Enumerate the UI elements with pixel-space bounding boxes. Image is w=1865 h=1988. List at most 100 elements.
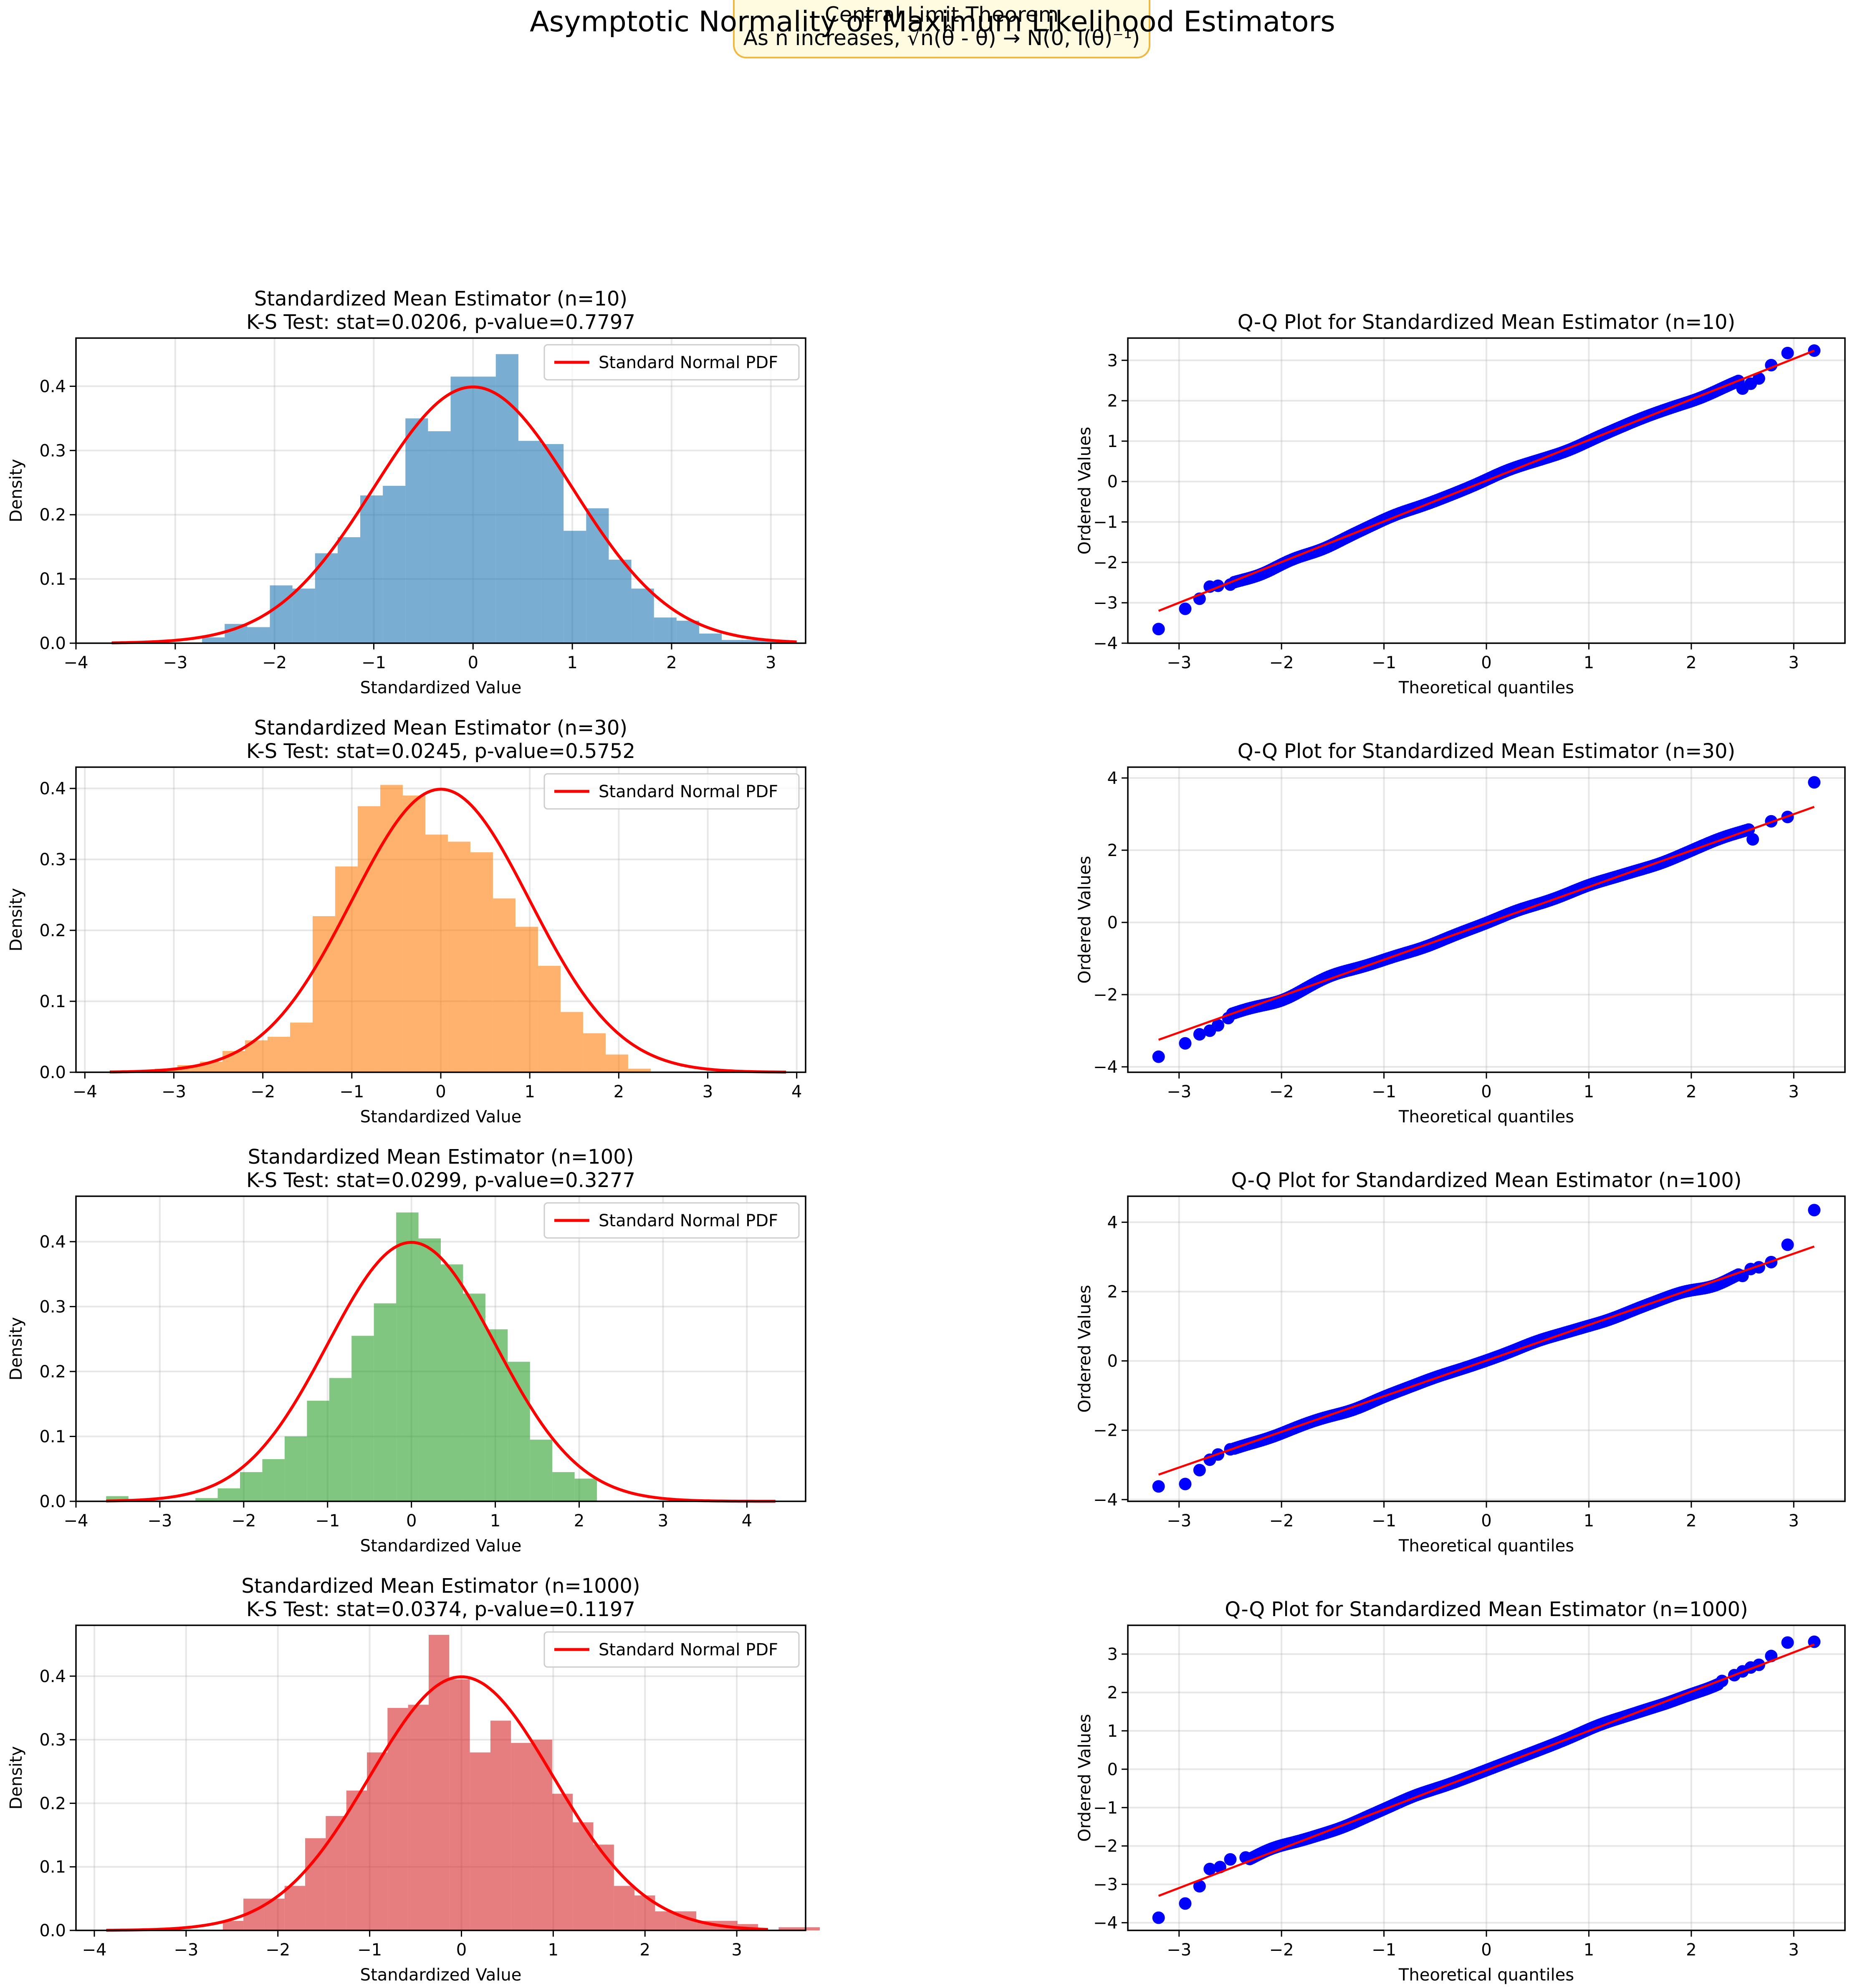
x-axis-label: Standardized Value [360, 1107, 522, 1127]
y-tick-label: −2 [1093, 553, 1118, 572]
y-axis-label: Density [7, 888, 26, 951]
x-tick-label: −3 [1167, 1511, 1191, 1531]
histogram-bar [380, 785, 403, 1072]
x-tick-label: −3 [1167, 1940, 1191, 1960]
x-tick-label: 2 [1686, 1940, 1696, 1960]
histogram-bar [337, 537, 361, 643]
histogram-bar [284, 1436, 307, 1501]
x-tick-label: −2 [262, 653, 287, 672]
legend-box [543, 344, 800, 381]
histogram-bar [335, 866, 358, 1072]
histogram-bar [202, 637, 225, 643]
annotation-line-2: As n increases, √n(θ̂ - θ) → N(0, I(θ)⁻¹… [743, 25, 1140, 50]
x-axis-label: Standardized Value [360, 1965, 522, 1985]
qq-point [1152, 623, 1165, 636]
histogram-bar [490, 1720, 511, 1930]
qq-point [1203, 1862, 1216, 1875]
x-axis-label: Theoretical quantiles [1398, 1536, 1574, 1556]
x-tick-label: 2 [614, 1082, 624, 1101]
histogram-bar [586, 508, 609, 643]
histogram-bar [744, 640, 767, 643]
y-tick-label: 2 [1107, 841, 1118, 860]
qq-point [1781, 1238, 1794, 1251]
x-tick-label: −2 [1269, 1082, 1294, 1101]
y-tick-label: 2 [1107, 1282, 1118, 1301]
x-tick-label: −2 [231, 1511, 256, 1531]
x-tick-label: −1 [1372, 1082, 1396, 1101]
x-tick-label: −1 [1372, 1511, 1396, 1531]
x-tick-label: 2 [1686, 1082, 1696, 1101]
x-tick-label: −3 [163, 653, 187, 672]
histogram-bar [305, 1838, 326, 1930]
histogram-bar [470, 852, 493, 1072]
x-tick-label: 3 [731, 1940, 742, 1960]
qq-reference-line [1158, 1245, 1815, 1476]
histogram-bar [614, 1886, 635, 1930]
qq-point [1152, 1911, 1165, 1924]
x-tick-label: −1 [1372, 653, 1396, 672]
x-tick-label: −1 [1372, 1940, 1396, 1960]
x-tick-label: 0 [468, 653, 478, 672]
x-tick-label: 0 [1481, 1511, 1491, 1531]
y-tick-label: 0.2 [39, 921, 66, 940]
histogram-bar [408, 1705, 429, 1930]
y-tick-label: 0 [1107, 1352, 1118, 1371]
y-tick-label: 0.4 [39, 377, 66, 396]
x-tick-label: 1 [1584, 653, 1594, 672]
histogram-bar [329, 1378, 352, 1501]
qq-point [1211, 1019, 1224, 1032]
histogram-bar [463, 1293, 485, 1501]
ks-test-result: K-S Test: stat=0.0374, p-value=0.1197 [246, 1598, 635, 1621]
histogram-bar [470, 1752, 490, 1930]
y-tick-label: −2 [1093, 985, 1118, 1005]
x-tick-label: 0 [406, 1511, 417, 1531]
y-axis-label: Ordered Values [1075, 1285, 1094, 1412]
axes-frame [75, 1195, 806, 1502]
y-tick-label: 0.4 [39, 1667, 66, 1686]
histogram-bar [346, 1790, 367, 1930]
legend-box [543, 1202, 800, 1239]
x-tick-label: 2 [1686, 1511, 1696, 1531]
histogram-bar [326, 1816, 346, 1930]
y-tick-label: 0.3 [39, 441, 66, 460]
histogram-panel: −4 −3 −2 −1 0 1 2 3 0.0 0.1 0.2 0.3 0.4 Standardized … [7, 287, 806, 697]
legend: Standard Normal PDF [543, 1631, 800, 1668]
histogram-bar [552, 1793, 573, 1930]
x-tick-label: −3 [1167, 653, 1191, 672]
histogram-bar [222, 1921, 244, 1930]
y-tick-label: 1 [1107, 1722, 1118, 1741]
y-tick-label: 1 [1107, 432, 1118, 451]
y-tick-label: 0 [1107, 913, 1118, 932]
axes-frame [75, 337, 806, 644]
normal-pdf-curve [106, 1675, 768, 1932]
figure-suptitle: Asymptotic Normality of Maximum Likeliho… [530, 5, 1335, 38]
y-tick-label: 0.1 [39, 570, 66, 589]
histogram-bar [560, 1012, 583, 1072]
x-tick-label: 2 [666, 653, 677, 672]
x-tick-label: −3 [174, 1940, 198, 1960]
histogram-bar [270, 585, 293, 643]
legend-label: Standard Normal PDF [599, 353, 778, 372]
histogram-bar [473, 376, 496, 643]
x-tick-label: 1 [567, 653, 577, 672]
axes-frame [75, 1624, 806, 1931]
histogram-bar [262, 1459, 285, 1501]
histogram-title: Standardized Mean Estimator (n=10) [254, 287, 627, 311]
histogram-bar [441, 1264, 463, 1501]
y-tick-label: 0.3 [39, 1297, 66, 1316]
y-tick-label: −4 [1093, 634, 1118, 653]
legend-box [543, 773, 800, 810]
histogram-title: Standardized Mean Estimator (n=30) [254, 716, 627, 740]
x-tick-label: −2 [1269, 1940, 1294, 1960]
histogram-bar [447, 841, 470, 1072]
x-tick-label: −4 [64, 1511, 88, 1531]
qq-plot-title: Q-Q Plot for Standardized Mean Estimator… [1231, 1169, 1742, 1192]
x-tick-label: −1 [361, 653, 386, 672]
histogram-bar [367, 1752, 388, 1930]
ks-test-result: K-S Test: stat=0.0245, p-value=0.5752 [246, 740, 635, 763]
y-tick-label: 0 [1107, 472, 1118, 492]
x-tick-label: −1 [357, 1940, 382, 1960]
x-axis-label: Theoretical quantiles [1398, 678, 1574, 697]
